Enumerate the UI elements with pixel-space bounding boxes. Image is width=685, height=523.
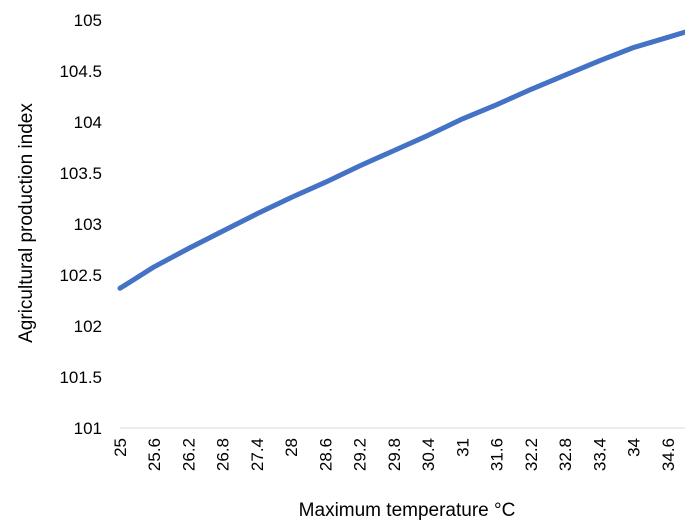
x-tick-label: 29.8 xyxy=(385,438,404,471)
x-tick-label: 34 xyxy=(625,438,644,457)
y-axis-title: Agricultural production index xyxy=(16,103,37,343)
x-tick-label: 26.8 xyxy=(214,438,233,471)
x-tick-label: 34.6 xyxy=(659,438,678,471)
x-axis-title: Maximum temperature °C xyxy=(299,500,516,521)
x-tick-label: 27.4 xyxy=(248,438,267,471)
series-layer xyxy=(117,29,685,291)
series-line xyxy=(117,29,685,291)
x-tick-label: 32.8 xyxy=(556,438,575,471)
y-tick-label: 102.5 xyxy=(59,266,102,285)
y-tick-label: 102 xyxy=(74,317,102,336)
y-tick-label: 104.5 xyxy=(59,62,102,81)
x-tick-label: 29.2 xyxy=(351,438,370,471)
y-tick-label: 103 xyxy=(74,215,102,234)
x-tick-label: 30.4 xyxy=(419,438,438,471)
y-axis-ticks: 101 101.5 102 102.5 103 103.5 104 104.5 105 xyxy=(59,11,102,438)
y-tick-label: 101 xyxy=(74,419,102,438)
x-tick-label: 33.4 xyxy=(590,438,609,471)
x-tick-label: 28 xyxy=(282,438,301,457)
y-tick-label: 101.5 xyxy=(59,368,102,387)
x-tick-label: 25.6 xyxy=(145,438,164,471)
x-axis-ticks: 25 25.6 26.2 26.8 27.4 28 28.6 29.2 29.8 30.4 31 31… xyxy=(111,438,678,471)
x-tick-label: 31.6 xyxy=(488,438,507,471)
x-tick-label: 28.6 xyxy=(316,438,335,471)
x-tick-label: 26.2 xyxy=(179,438,198,471)
y-tick-label: 104 xyxy=(74,113,102,132)
x-tick-label: 32.2 xyxy=(522,438,541,471)
y-tick-label: 105 xyxy=(74,11,102,30)
x-tick-label: 25 xyxy=(111,438,130,457)
x-tick-label: 31 xyxy=(453,438,472,457)
y-tick-label: 103.5 xyxy=(59,164,102,183)
